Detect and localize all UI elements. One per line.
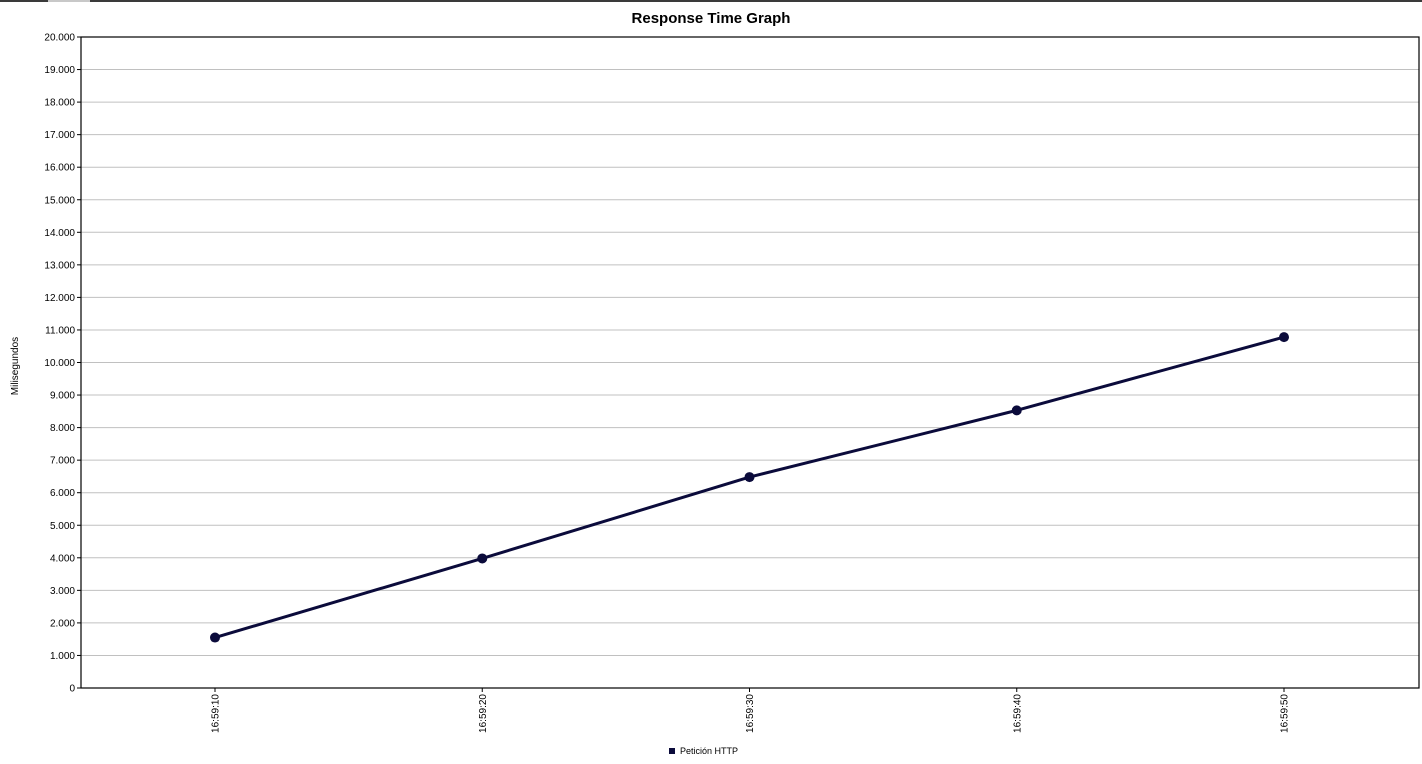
gridlines xyxy=(81,69,1419,656)
y-tick-label: 4.000 xyxy=(50,553,75,564)
x-tick-label: 16:59:50 xyxy=(1280,694,1291,733)
x-tick-label: 16:59:10 xyxy=(211,694,222,733)
y-tick-label: 17.000 xyxy=(44,130,75,141)
y-tick-label: 15.000 xyxy=(44,195,75,206)
window-tab-indicator xyxy=(48,0,90,2)
y-tick-label: 20.000 xyxy=(44,33,75,44)
data-point xyxy=(1011,405,1022,416)
data-point xyxy=(1279,332,1289,343)
series-line xyxy=(214,335,1285,639)
x-tick-label: 16:59:30 xyxy=(745,694,756,733)
x-axis-ticks: 16:59:10 16:59:20 16:59:30 16:59:40 16:59:50 xyxy=(211,688,1291,733)
y-tick-label: 19.000 xyxy=(44,65,75,76)
data-point xyxy=(210,632,220,643)
y-tick-label: 11.000 xyxy=(45,325,75,336)
y-axis-ticks: 0 1.000 2.000 3.000 4.000 5.000 6.000 7.000 8.00… xyxy=(44,33,81,695)
y-tick-label: 3.000 xyxy=(50,586,75,597)
data-point xyxy=(477,553,488,564)
y-tick-label: 1.000 xyxy=(50,651,75,662)
chart-title: Response Time Graph xyxy=(632,10,791,27)
y-tick-label: 9.000 xyxy=(50,391,75,402)
y-tick-label: 8.000 xyxy=(50,423,75,434)
y-tick-label: 5.000 xyxy=(50,521,75,532)
legend: Petición HTTP xyxy=(669,746,738,756)
y-tick-label: 0 xyxy=(69,684,75,695)
window-top-border xyxy=(0,0,1422,2)
x-tick-label: 16:59:20 xyxy=(478,694,489,733)
data-point xyxy=(744,472,755,483)
y-tick-label: 14.000 xyxy=(44,228,75,239)
legend-swatch xyxy=(669,748,675,754)
legend-label: Petición HTTP xyxy=(680,746,738,756)
x-tick-label: 16:59:40 xyxy=(1012,694,1023,733)
y-tick-label: 18.000 xyxy=(44,98,75,109)
y-tick-label: 6.000 xyxy=(50,488,75,499)
y-tick-label: 2.000 xyxy=(50,618,75,629)
series-line-group xyxy=(210,332,1289,643)
y-tick-label: 7.000 xyxy=(50,456,75,467)
y-axis-label: Milisegundos xyxy=(10,337,21,395)
y-tick-label: 12.000 xyxy=(44,293,75,304)
y-tick-label: 13.000 xyxy=(44,260,75,271)
y-tick-label: 10.000 xyxy=(44,358,75,369)
y-tick-label: 16.000 xyxy=(44,163,75,174)
